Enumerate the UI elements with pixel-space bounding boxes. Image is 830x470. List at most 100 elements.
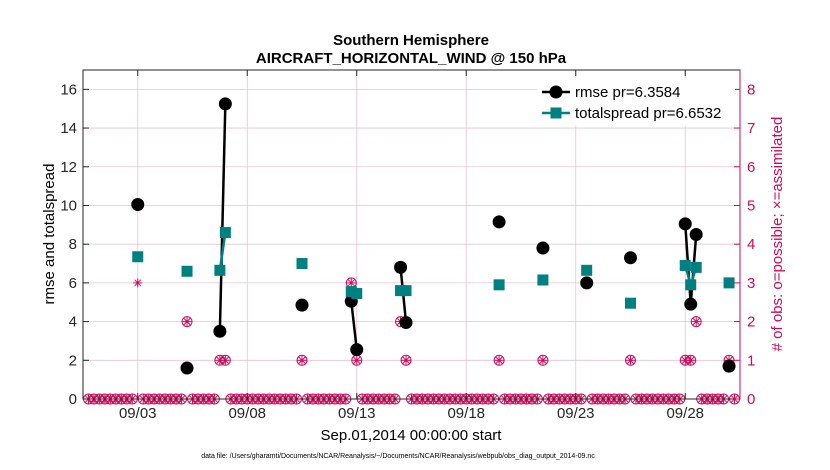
x-tick-label: 09/28 — [666, 405, 704, 422]
y2-axis-label: # of obs: o=possible; ×=assimilated — [769, 117, 786, 352]
y2-tick-label: 6 — [747, 159, 755, 176]
footnote: data file: /Users/gharamti/Documents/NCA… — [201, 453, 595, 460]
series-line — [218, 232, 227, 271]
rmse-point — [536, 241, 550, 255]
series-line — [218, 103, 227, 332]
x-tick-label: 09/08 — [228, 405, 266, 422]
legend-box — [537, 78, 735, 126]
obs-assimilated-marker — [494, 355, 504, 365]
y-tick-label: 14 — [60, 120, 77, 137]
rmse-point — [689, 228, 703, 241]
asterisk-stroke — [216, 356, 224, 364]
totalspread-point — [219, 227, 231, 239]
obs-possible-marker — [296, 354, 308, 366]
chart-subtitle: AIRCRAFT_HORIZONTAL_WIND @ 150 hPa — [256, 50, 567, 67]
rmse-point — [678, 217, 692, 231]
obs-possible-marker — [537, 354, 549, 366]
y-tick-label: 10 — [60, 197, 77, 214]
rmse-point — [295, 298, 309, 312]
y-tick-label: 2 — [69, 352, 77, 369]
rmse-point — [580, 276, 594, 290]
chart-title: Southern Hemisphere — [333, 32, 489, 49]
x-tick-label: 09/03 — [119, 405, 157, 422]
y-axis: 0 2 4 6 8 10 12 14 16 — [60, 81, 89, 408]
rmse-point — [492, 215, 506, 229]
totalspread-point — [537, 274, 549, 286]
asterisk-stroke — [495, 356, 503, 364]
y-tick-label: 6 — [69, 275, 77, 292]
legend-label: totalspread pr=6.6532 — [575, 105, 721, 122]
rmse-point — [180, 361, 194, 375]
asterisk-stroke — [539, 356, 547, 364]
asterisk-stroke — [626, 356, 635, 364]
obs-possible-marker — [400, 354, 412, 366]
obs-assimilated-marker — [352, 355, 362, 365]
rmse-point — [218, 97, 232, 111]
y2-tick-label: 8 — [747, 81, 755, 98]
asterisk-stroke — [353, 356, 361, 364]
asterisk-stroke — [402, 356, 410, 364]
asterisk-stroke — [221, 356, 229, 364]
y2-tick-label: 3 — [747, 275, 755, 292]
rmse-point — [722, 359, 736, 373]
y2-tick-label: 0 — [747, 391, 755, 408]
obs-assimilated-marker — [401, 355, 411, 365]
y2-tick-label: 2 — [747, 314, 755, 331]
obs-assimilated-marker — [691, 317, 701, 327]
obs-assimilated-marker — [686, 355, 696, 365]
rmse-point — [684, 297, 698, 311]
obs-assimilated-marker — [297, 355, 307, 365]
y-axis-label: rmse and totalspread — [41, 164, 58, 305]
asterisk-stroke — [134, 279, 142, 287]
obs-assimilated-marker — [538, 355, 548, 365]
legend-label: rmse pr=6.3584 — [575, 84, 680, 101]
obs-possible-marker — [493, 354, 505, 366]
totalspread-point — [296, 258, 308, 270]
totalspread-point — [679, 259, 691, 271]
y2-tick-label: 7 — [747, 120, 755, 137]
series-line — [350, 301, 358, 350]
obs-assimilated-marker — [680, 355, 690, 365]
asterisk-stroke — [298, 356, 306, 364]
obs-assimilated-marker — [346, 278, 356, 288]
y-tick-label: 16 — [60, 81, 77, 98]
y2-tick-label: 5 — [747, 197, 755, 214]
rmse-point — [350, 343, 364, 357]
obs-assimilated-marker — [133, 278, 143, 288]
obs-possible-marker — [690, 316, 702, 328]
legend: rmse pr=6.3584 totalspread pr=6.6532 — [537, 78, 735, 126]
asterisk-stroke — [692, 318, 700, 326]
x-axis-label: Sep.01,2014 00:00:00 start — [321, 427, 503, 444]
rmse-point — [131, 198, 145, 212]
rmse-point — [624, 251, 637, 265]
totalspread-point — [690, 261, 702, 273]
y-tick-label: 12 — [60, 159, 77, 176]
totalspread-point — [581, 264, 593, 276]
rmse-point — [394, 260, 408, 274]
y2-tick-label: 1 — [747, 352, 755, 369]
totalspread-point — [351, 288, 363, 300]
x-tick-label: 09/13 — [338, 405, 376, 422]
series-layer — [131, 97, 736, 375]
y2-axis: 0 1 2 3 4 5 6 7 8 — [734, 70, 755, 408]
rmse-point — [213, 324, 227, 338]
asterisk-stroke — [183, 318, 191, 326]
x-axis: 09/03 09/08 09/13 09/18 09/23 09/28 — [119, 70, 704, 422]
totalspread-point — [132, 251, 144, 263]
totalspread-point — [723, 277, 735, 289]
obs-possible-marker — [181, 316, 193, 328]
totalspread-point — [685, 279, 697, 291]
y-tick-label: 8 — [69, 236, 77, 253]
totalspread-point — [181, 265, 193, 277]
x-tick-label: 09/23 — [557, 405, 595, 422]
legend-marker-square — [550, 107, 562, 119]
y2-tick-label: 4 — [747, 236, 755, 253]
totalspread-point — [214, 264, 226, 276]
obs-assimilated-marker — [220, 355, 230, 365]
legend-marker-circle — [549, 85, 563, 99]
rmse-point — [399, 316, 413, 330]
y-tick-label: 4 — [69, 314, 77, 331]
obs-assimilated-marker — [182, 317, 192, 327]
obs-assimilated-marker — [626, 355, 635, 365]
